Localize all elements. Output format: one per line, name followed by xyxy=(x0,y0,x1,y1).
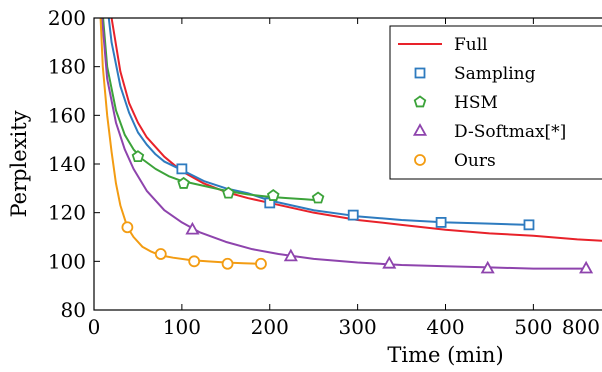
data-point-marker xyxy=(121,221,134,234)
legend: Full Sampling HSM D-Softmax[*] Ours xyxy=(389,25,602,180)
series-line-ours xyxy=(99,18,261,265)
x-tick-label: 800 xyxy=(562,315,600,339)
x-tick-label: 0 xyxy=(88,315,101,339)
legend-label: HSM xyxy=(454,93,498,113)
y-axis-label: Perplexity xyxy=(7,110,31,217)
x-axis-label: Time (min) xyxy=(387,343,503,367)
marker-layer xyxy=(121,150,594,274)
data-point-marker xyxy=(266,189,280,201)
legend-label: Full xyxy=(454,35,488,55)
legend-swatch xyxy=(413,95,427,108)
x-tick-label: 100 xyxy=(163,315,201,339)
y-tick-label: 120 xyxy=(48,201,86,225)
data-point-marker xyxy=(177,176,190,189)
data-point-marker xyxy=(221,257,234,270)
legend-swatch xyxy=(414,67,426,79)
tick-layer: 0100200300400500600700800801001201401601… xyxy=(48,6,600,339)
y-tick-label: 80 xyxy=(61,298,86,322)
x-tick-label: 400 xyxy=(426,315,464,339)
x-tick-label: 500 xyxy=(514,315,552,339)
data-point-marker xyxy=(154,248,167,260)
legend-swatch xyxy=(414,154,426,166)
data-point-marker xyxy=(185,221,200,235)
data-point-marker xyxy=(188,255,201,268)
data-point-marker xyxy=(255,257,267,270)
y-tick-label: 180 xyxy=(48,55,86,79)
y-tick-label: 140 xyxy=(48,152,86,176)
series-line-d-softmax- xyxy=(101,18,587,270)
data-point-marker xyxy=(435,216,447,228)
data-point-marker xyxy=(480,260,495,274)
data-point-marker xyxy=(523,219,535,231)
y-tick-label: 160 xyxy=(48,103,86,127)
legend-label: Ours xyxy=(454,151,496,171)
y-tick-label: 200 xyxy=(48,6,86,30)
series-line-sampling xyxy=(107,18,530,226)
legend-label: D-Softmax[*] xyxy=(454,122,566,142)
data-point-marker xyxy=(382,255,397,269)
x-tick-label: 300 xyxy=(339,315,377,339)
data-point-marker xyxy=(579,260,594,274)
legend-swatch xyxy=(412,123,428,136)
x-tick-label: 200 xyxy=(251,315,289,339)
y-tick-label: 100 xyxy=(48,249,86,273)
legend-label: Sampling xyxy=(454,64,536,84)
data-point-marker xyxy=(176,163,188,175)
data-point-marker xyxy=(347,209,359,221)
data-point-marker xyxy=(131,150,145,163)
data-point-marker xyxy=(222,186,235,199)
data-point-marker xyxy=(311,191,325,204)
data-point-marker xyxy=(283,248,298,262)
series-line-full xyxy=(110,18,602,242)
series-line-hsm xyxy=(102,18,321,202)
legend-items: Full Sampling HSM D-Softmax[*] Ours xyxy=(398,35,566,171)
